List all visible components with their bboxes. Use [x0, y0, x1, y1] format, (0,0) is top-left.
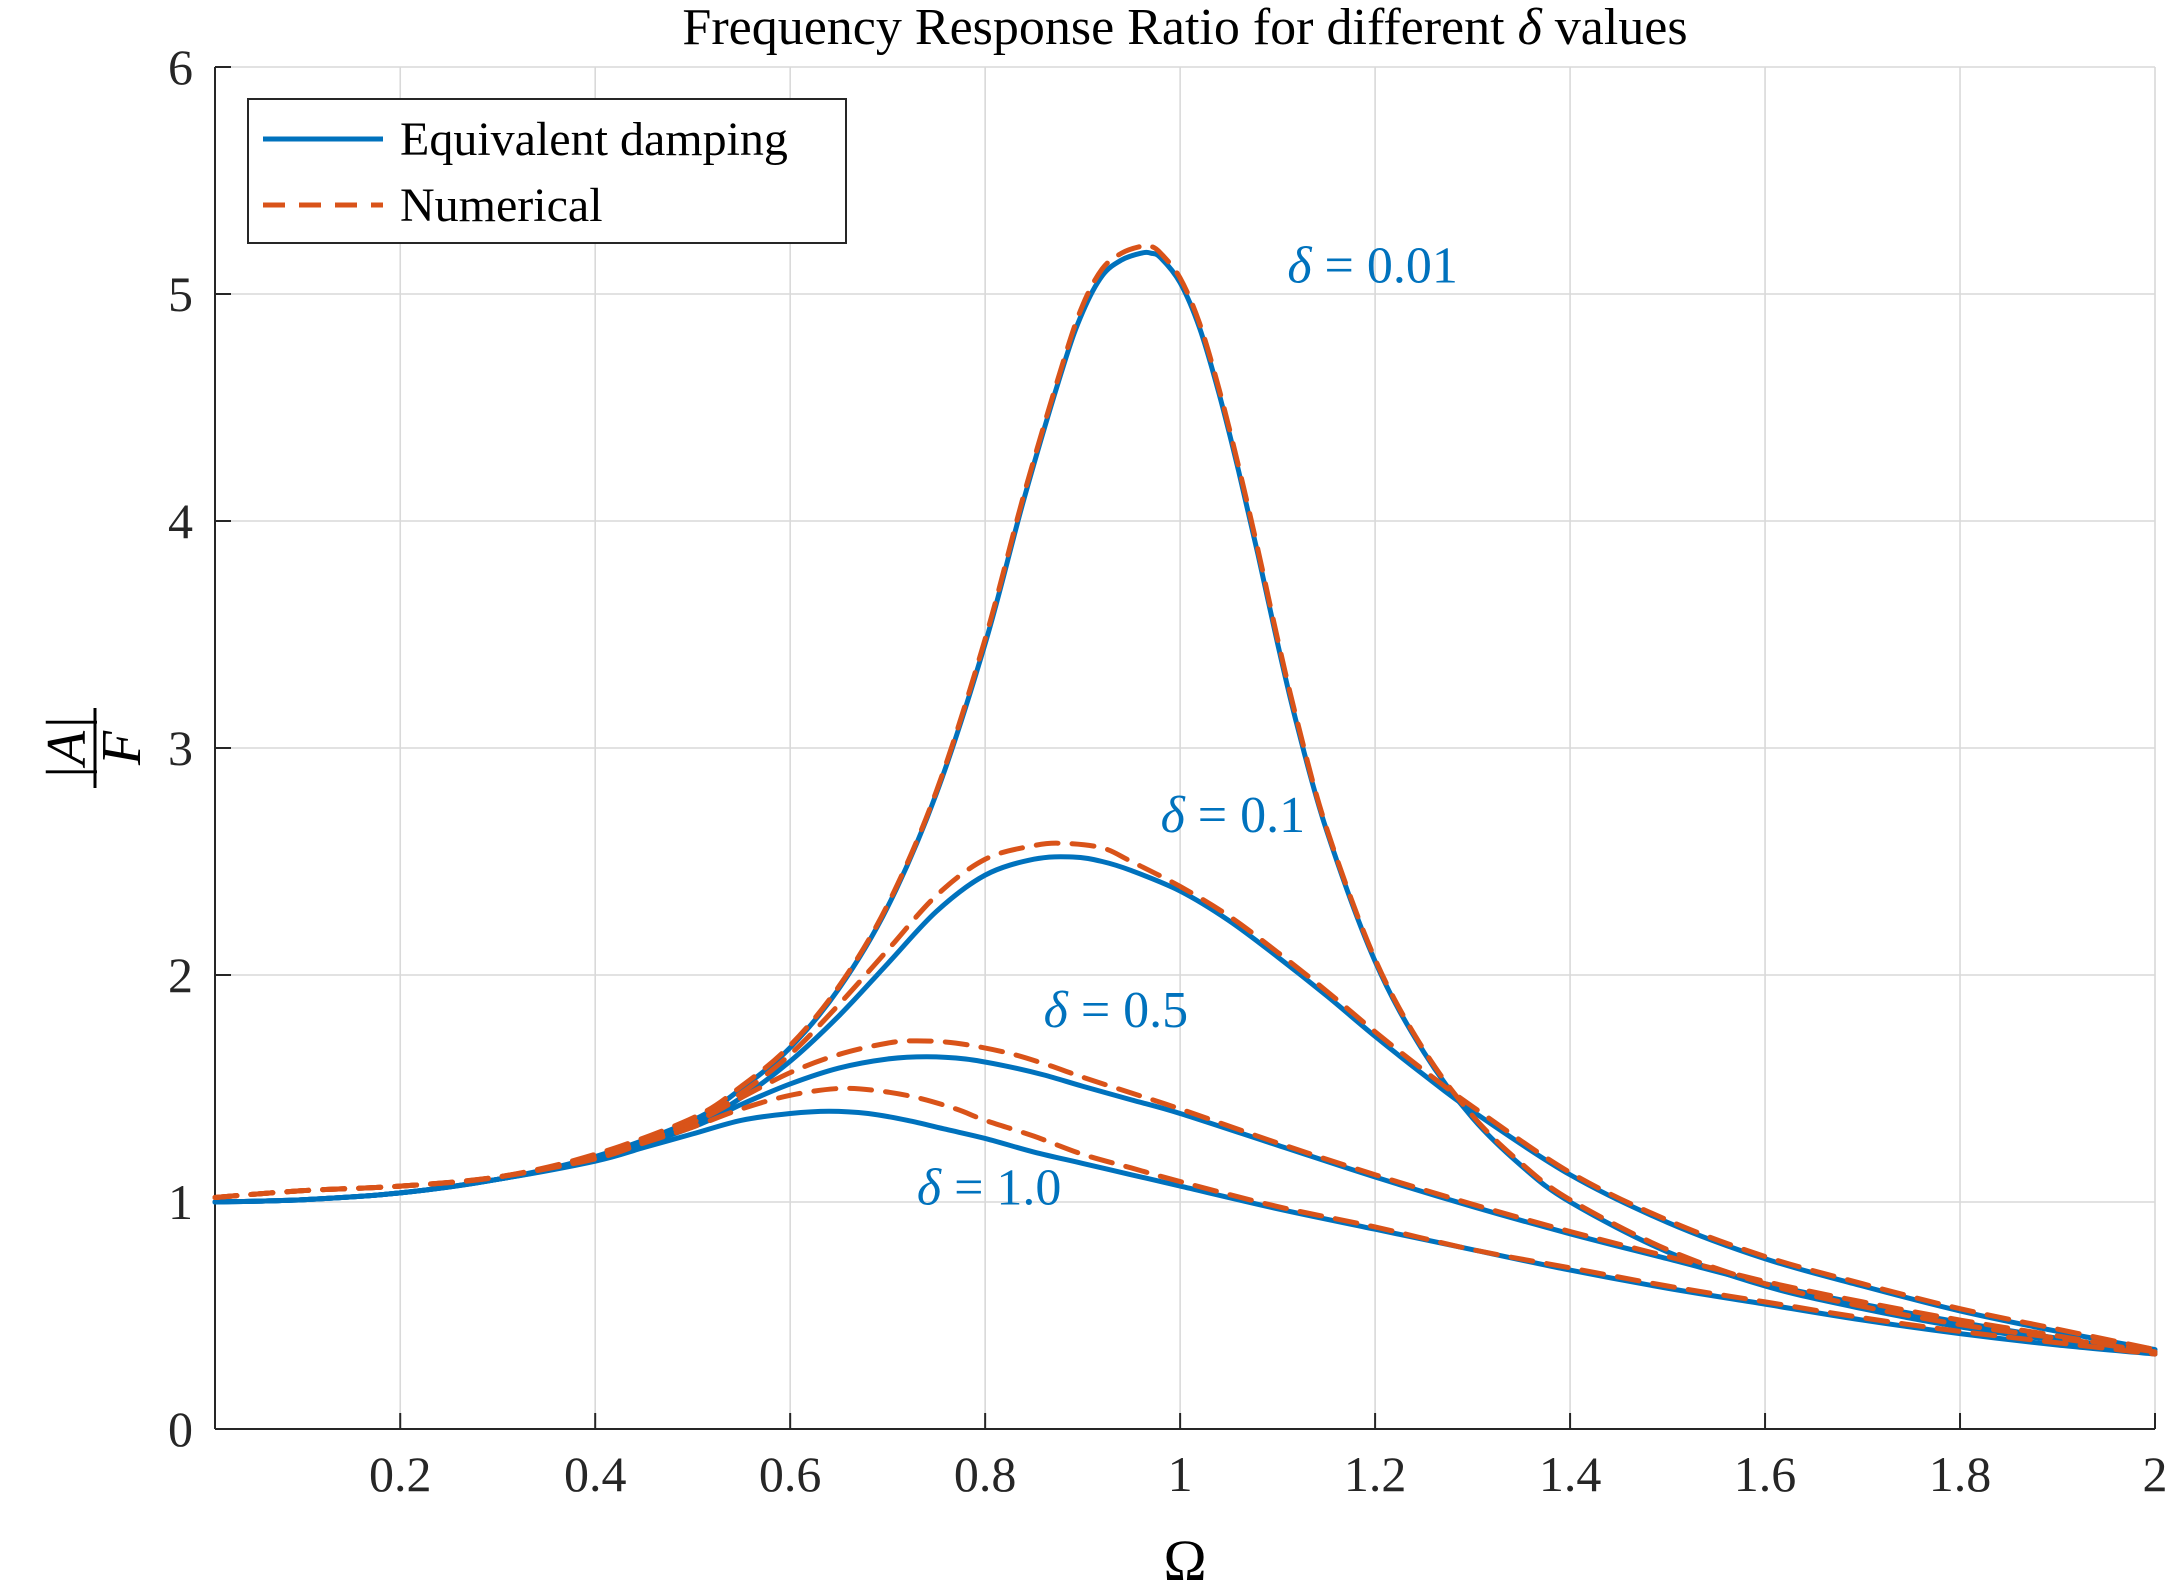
axes: 0.2 0.4 0.6 0.8 1 1.2 1.4 1.6 1.8 2 0 1 2 3 4 5 6	[168, 39, 2168, 1502]
annotation-delta-symbol: δ	[1287, 238, 1312, 295]
curves	[212, 242, 2158, 1357]
y-tick-label: 4	[168, 493, 193, 549]
annotation-delta-value: = 0.1	[1185, 787, 1305, 844]
legend-label-equivalent-damping: Equivalent damping	[400, 113, 788, 166]
legend: Equivalent damping Numerical	[247, 98, 847, 244]
y-axis-label-numerator: |A|	[36, 716, 98, 781]
annotation-delta-label: δ = 1.0	[917, 1159, 1062, 1216]
y-tick-label: 0	[168, 1401, 193, 1457]
annotations: δ = 0.01δ = 0.1δ = 0.5δ = 1.0	[917, 238, 1458, 1217]
annotation-delta-symbol: δ	[917, 1159, 942, 1216]
y-tick-label: 2	[168, 947, 193, 1003]
x-tick-label: 2	[2143, 1446, 2168, 1502]
x-tick-label: 1.4	[1539, 1446, 1602, 1502]
annotation-delta-value: = 0.5	[1068, 982, 1188, 1039]
chart-title-before: Frequency Response Ratio for different	[682, 0, 1517, 56]
legend-box	[247, 98, 847, 244]
x-axis-label: Ω	[1163, 1528, 1206, 1583]
annotation-delta-label: δ = 0.5	[1044, 982, 1189, 1039]
x-tick-label: 0.8	[954, 1446, 1017, 1502]
chart-title-symbol: δ	[1518, 0, 1543, 56]
curve-numerical-delta-0-01	[212, 242, 2158, 1355]
legend-label-numerical: Numerical	[400, 179, 603, 232]
annotation-delta-label: δ = 0.01	[1287, 238, 1458, 295]
x-tick-label: 0.2	[369, 1446, 432, 1502]
annotation-delta-symbol: δ	[1044, 982, 1069, 1039]
x-tick-label: 1.8	[1929, 1446, 1992, 1502]
x-tick-label: 0.4	[564, 1446, 627, 1502]
x-tick-label: 1	[1168, 1446, 1193, 1502]
annotation-delta-label: δ = 0.1	[1161, 787, 1306, 844]
x-tick-label: 0.6	[759, 1446, 822, 1502]
y-tick-label: 5	[168, 266, 193, 322]
annotation-delta-symbol: δ	[1161, 787, 1186, 844]
annotation-delta-value: = 0.01	[1312, 238, 1458, 295]
y-axis-label: |A| F	[36, 708, 153, 788]
chart-title: Frequency Response Ratio for different δ…	[682, 0, 1687, 56]
annotation-delta-value: = 1.0	[941, 1159, 1061, 1216]
chart-title-after: values	[1542, 0, 1688, 56]
x-tick-label: 1.6	[1734, 1446, 1797, 1502]
y-tick-label: 3	[168, 720, 193, 776]
y-tick-label: 1	[168, 1174, 193, 1230]
curve-equivalent-delta-1-0	[212, 1108, 2158, 1357]
curve-numerical-delta-1-0	[212, 1085, 2158, 1357]
curve-numerical-delta-0-5	[212, 1038, 2158, 1355]
y-axis-label-denominator: F	[91, 730, 153, 766]
x-tick-label: 1.2	[1344, 1446, 1407, 1502]
y-tick-label: 6	[168, 39, 193, 95]
